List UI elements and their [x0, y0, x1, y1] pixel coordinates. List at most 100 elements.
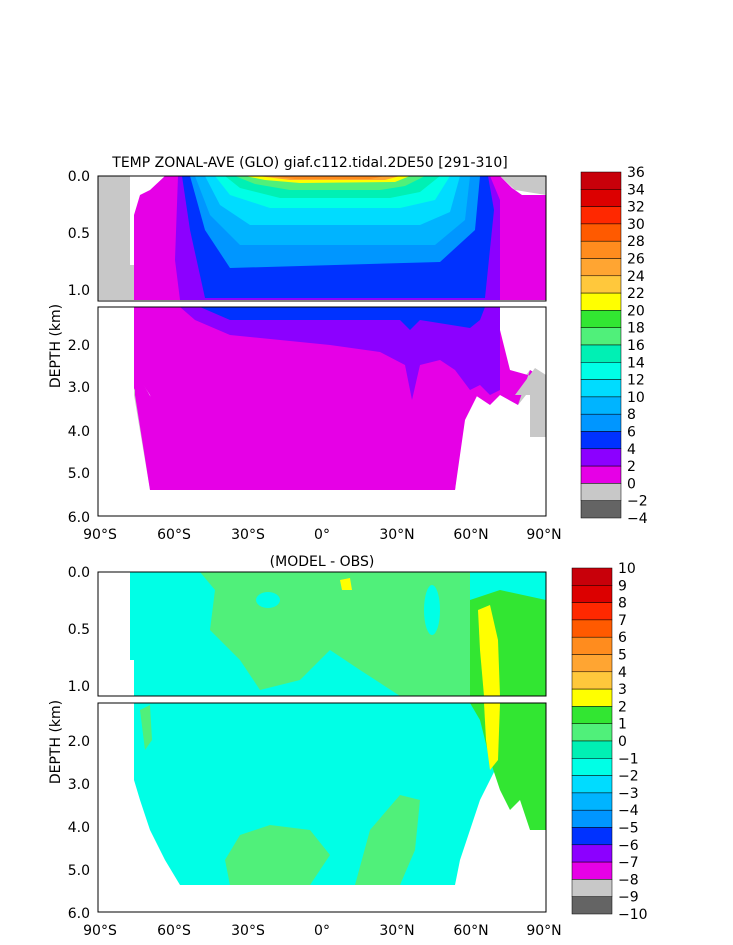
colorbar-tick-label: 22: [627, 286, 645, 302]
plot-frame-upper: [97, 571, 547, 697]
colorbar-swatch: [571, 758, 613, 776]
contour-band: [194, 620, 206, 660]
colorbar-swatch: [580, 189, 622, 207]
colorbar-swatch: [571, 602, 613, 621]
colorbar-tick-label: 6: [627, 425, 636, 441]
colorbar-tick-label: 7: [618, 613, 627, 629]
colorbar-tick-label: 26: [627, 252, 645, 268]
y-axis-label: DEPTH (km): [48, 700, 64, 784]
colorbar-tick-label: 5: [618, 648, 627, 664]
colorbar-swatch: [580, 483, 622, 501]
colorbar-tick-label: 2: [627, 459, 636, 475]
colorbar-tick-label: 10: [618, 561, 636, 577]
colorbar-swatch: [580, 258, 622, 277]
y-ticks: 0.0 0.5 1.0 2.0 3.0 4.0 5.0 6.0: [68, 565, 90, 922]
colorbar-swatch: [580, 223, 622, 242]
colorbar-tick-label: 12: [627, 373, 645, 389]
land-region: [98, 176, 134, 300]
x-ticks: 90°S 60°S 30°S 0° 30°N 60°N 90°N: [83, 923, 562, 939]
colorbar-tick-label: −2: [618, 769, 639, 785]
y-tick-label: 5.0: [68, 466, 90, 482]
colorbar-tick-label: 16: [627, 338, 645, 354]
x-tick-label: 30°S: [231, 527, 265, 543]
contour-band: [270, 176, 385, 179]
x-tick-label: 90°S: [83, 527, 117, 543]
colorbar-tick-label: 28: [627, 234, 645, 250]
colorbar-tick-label: 1: [618, 717, 627, 733]
x-tick-label: 60°N: [453, 527, 488, 543]
colorbar-swatch: [580, 413, 622, 432]
colorbar-tick-label: −3: [618, 786, 639, 802]
colorbar-tick-label: 14: [627, 355, 645, 371]
y-ticks: 0.0 0.5 1.0 2.0 3.0 4.0 5.0 6.0: [68, 169, 90, 526]
colorbar-tick-label: 0: [627, 476, 636, 492]
y-tick-label: 4.0: [68, 820, 90, 836]
contour-band: [200, 307, 485, 330]
colorbar-tick-label: 8: [618, 596, 627, 612]
colorbar-swatch: [580, 171, 622, 190]
colorbar-swatch: [571, 792, 613, 811]
plot-frame-lower: [97, 702, 547, 913]
y-tick-label: 1.0: [68, 679, 90, 695]
colorbar-swatch: [571, 740, 613, 759]
y-tick-label: 2.0: [68, 734, 90, 750]
colorbar-tick-label: 2: [618, 699, 627, 715]
colorbar-swatch: [571, 809, 613, 828]
colorbar-swatch: [580, 465, 622, 484]
colorbar-tick-label: 32: [627, 200, 645, 216]
colorbar-tick-label: 4: [627, 442, 636, 458]
colorbar-swatch: [571, 585, 613, 603]
contour-band: [180, 307, 500, 400]
x-ticks: 90°S 60°S 30°S 0° 30°N 60°N 90°N: [83, 527, 562, 543]
colorbar-swatch: [580, 292, 622, 311]
x-tick-label: 90°N: [526, 923, 561, 939]
colorbar-tick-label: −10: [618, 907, 648, 923]
y-tick-label: 6.0: [68, 510, 90, 526]
colorbar-tick-label: 34: [627, 182, 645, 198]
x-tick-label: 60°S: [157, 923, 191, 939]
colorbar-swatch: [571, 844, 613, 863]
x-tick-label: 0°: [314, 527, 330, 543]
contour-band: [424, 585, 440, 635]
colorbar-swatch: [580, 431, 622, 450]
contour-band: [340, 578, 352, 590]
y-axis-label: DEPTH (km): [48, 304, 64, 388]
colorbar-tick-label: 9: [618, 578, 627, 594]
x-tick-label: 30°N: [379, 923, 414, 939]
colorbar-tick-label: 36: [627, 165, 645, 181]
panel-temp: TEMP ZONAL-AVE (GLO) giaf.c112.tidal.2DE…: [48, 155, 648, 543]
y-tick-label: 4.0: [68, 424, 90, 440]
colorbar-swatch: [580, 448, 622, 467]
colorbar-swatch: [580, 362, 622, 380]
colorbar-tick-label: −6: [618, 838, 639, 854]
panel-title: TEMP ZONAL-AVE (GLO) giaf.c112.tidal.2DE…: [111, 155, 507, 171]
colorbar-swatch: [571, 896, 613, 915]
x-tick-label: 30°S: [231, 923, 265, 939]
plot-area-upper: [98, 572, 546, 696]
colorbar-swatch: [571, 688, 613, 707]
panel-title: (MODEL - OBS): [270, 554, 375, 570]
colorbar-tick-label: −7: [618, 855, 639, 871]
contour-band: [478, 605, 500, 696]
contour-band: [256, 592, 280, 608]
colorbar-tick-label: −1: [618, 751, 639, 767]
colorbar-tick-label: 24: [627, 269, 645, 285]
x-tick-label: 60°N: [453, 923, 488, 939]
y-tick-label: 0.0: [68, 565, 90, 581]
colorbar-swatch: [580, 344, 622, 363]
contour-band: [140, 705, 152, 750]
colorbar-swatch: [571, 654, 613, 673]
land-region: [500, 176, 546, 195]
x-tick-label: 0°: [314, 923, 330, 939]
colorbar-tick-label: 0: [618, 734, 627, 750]
colorbar-tick-label: 18: [627, 321, 645, 337]
colorbar-swatch: [580, 310, 622, 328]
plot-area-upper: [98, 176, 546, 301]
colorbar-swatch: [580, 275, 622, 294]
contour-band: [355, 795, 420, 885]
x-tick-label: 60°S: [157, 527, 191, 543]
colorbar-swatch: [571, 636, 613, 655]
colorbar-swatch: [571, 706, 613, 724]
